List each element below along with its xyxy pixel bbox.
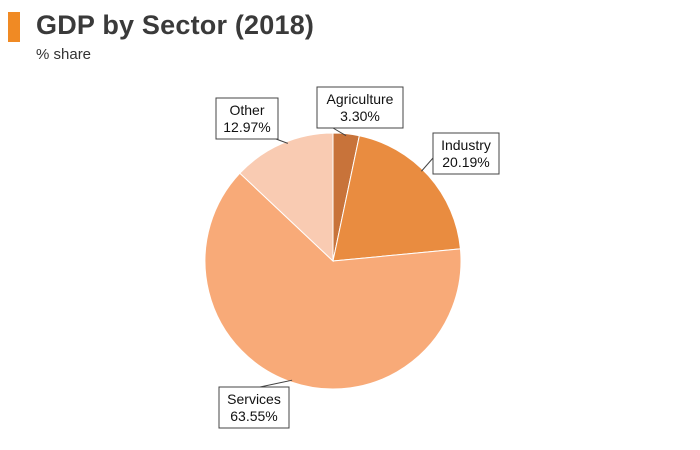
title-accent-bar	[8, 12, 20, 42]
data-label-box-other	[215, 97, 279, 140]
leader-line-agriculture	[332, 127, 347, 137]
pie-slice-industry	[332, 135, 461, 262]
slice-name-industry: Industry	[441, 137, 491, 153]
chart-title: GDP by Sector (2018)	[36, 10, 315, 40]
slice-value-industry: 20.19%	[442, 154, 489, 170]
data-label-box-industry	[432, 132, 500, 175]
slice-name-other: Other	[229, 102, 264, 118]
slice-value-agriculture: 3.30%	[340, 108, 380, 124]
pie-slice-services	[204, 172, 462, 390]
data-label-box-agriculture	[316, 86, 404, 129]
slice-value-other: 12.97%	[223, 119, 270, 135]
leader-line-services	[259, 379, 293, 388]
leader-line-industry	[421, 157, 434, 172]
pie-slice-other	[239, 132, 334, 263]
data-label-box-services	[218, 386, 290, 429]
slice-name-services: Services	[227, 391, 281, 407]
slice-value-services: 63.55%	[230, 408, 277, 424]
leader-line-other	[275, 138, 289, 144]
chart-subtitle: % share	[36, 46, 92, 63]
slice-name-agriculture: Agriculture	[327, 91, 394, 107]
